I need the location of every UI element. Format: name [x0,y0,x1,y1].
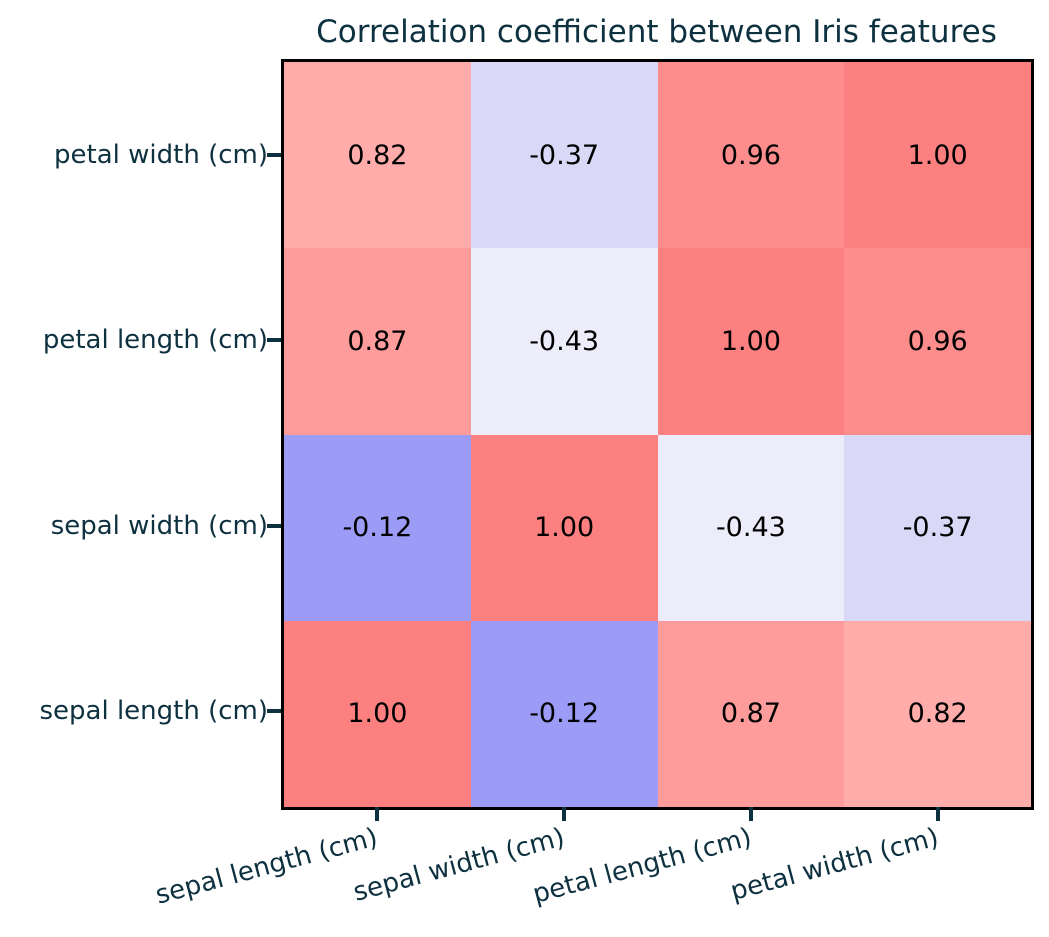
heatmap-cell: 0.96 [657,62,845,249]
x-tick [936,807,940,821]
x-tick [749,807,753,821]
heatmap-cell: 1.00 [844,62,1031,249]
heatmap-cell: -0.12 [470,620,658,807]
y-axis-label: sepal length (cm) [39,696,268,726]
heatmap-cell: -0.12 [284,434,471,621]
y-tick [267,153,281,157]
y-axis-label: sepal width (cm) [50,511,268,541]
y-tick [267,338,281,342]
heatmap-cell: 0.82 [844,620,1031,807]
heatmap-cell: 0.87 [284,248,471,435]
x-tick [375,807,379,821]
heatmap-cell: 1.00 [470,434,658,621]
y-tick [267,524,281,528]
heatmap-cell: -0.43 [470,248,658,435]
heatmap-cell: 1.00 [284,620,471,807]
heatmap-cell: -0.43 [657,434,845,621]
x-tick [562,807,566,821]
heatmap-cell: -0.37 [470,62,658,249]
y-axis-label: petal width (cm) [54,140,268,170]
y-axis-label: petal length (cm) [42,325,268,355]
heatmap-cell: 1.00 [657,248,845,435]
heatmap-grid: 0.82 -0.37 0.96 1.00 0.87 -0.43 1.00 0.9… [284,62,1031,807]
heatmap-cell: -0.37 [844,434,1031,621]
heatmap-axes-border: 0.82 -0.37 0.96 1.00 0.87 -0.43 1.00 0.9… [281,59,1034,810]
heatmap-cell: 0.96 [844,248,1031,435]
chart-title: Correlation coefficient between Iris fea… [316,14,997,50]
heatmap-cell: 0.82 [284,62,471,249]
heatmap-cell: 0.87 [657,620,845,807]
y-tick [267,709,281,713]
